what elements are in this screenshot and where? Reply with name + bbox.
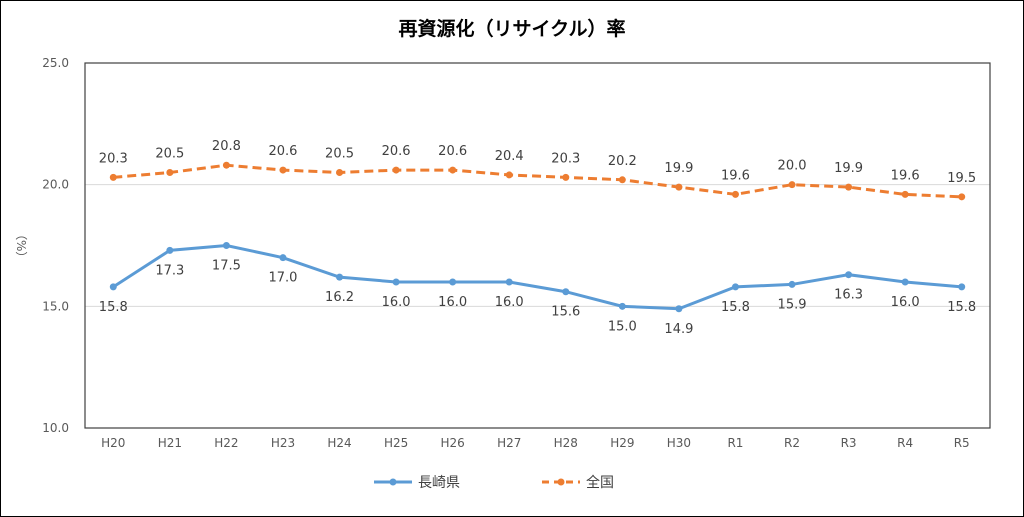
y-tick-label: 10.0 bbox=[42, 421, 69, 435]
data-point bbox=[901, 190, 909, 198]
legend-item: 長崎県 bbox=[372, 472, 460, 492]
data-label: 15.8 bbox=[947, 300, 976, 315]
x-tick-label: H27 bbox=[497, 436, 521, 450]
y-axis-label: （%） bbox=[14, 228, 28, 264]
x-tick-label: R5 bbox=[954, 436, 970, 450]
data-point bbox=[958, 193, 966, 201]
legend-item: 全国 bbox=[540, 472, 614, 492]
x-tick-label: H30 bbox=[667, 436, 691, 450]
data-label: 16.0 bbox=[495, 295, 524, 310]
data-label: 20.6 bbox=[382, 144, 411, 159]
data-point bbox=[562, 173, 570, 181]
data-label: 17.3 bbox=[155, 263, 184, 278]
data-label: 15.8 bbox=[99, 300, 128, 315]
data-label: 16.0 bbox=[382, 295, 411, 310]
data-point bbox=[336, 273, 344, 281]
data-label: 20.2 bbox=[608, 154, 637, 169]
data-point bbox=[505, 171, 513, 179]
data-point bbox=[788, 181, 796, 189]
data-point bbox=[279, 254, 287, 262]
plot-area bbox=[84, 62, 991, 429]
data-point bbox=[166, 169, 174, 176]
data-label: 20.0 bbox=[778, 159, 807, 174]
data-point bbox=[222, 242, 230, 249]
legend-label: 全国 bbox=[586, 475, 614, 491]
data-point bbox=[392, 166, 400, 174]
data-label: 15.0 bbox=[608, 319, 637, 334]
data-point bbox=[675, 305, 683, 313]
data-point bbox=[562, 288, 570, 296]
series-line-0 bbox=[112, 243, 962, 311]
data-label: 20.8 bbox=[212, 139, 241, 154]
data-label: 20.6 bbox=[268, 144, 297, 159]
data-label: 19.6 bbox=[721, 168, 750, 183]
data-label: 19.9 bbox=[834, 161, 863, 176]
series-line-1 bbox=[113, 163, 962, 199]
data-label: 15.9 bbox=[778, 297, 807, 312]
data-point bbox=[392, 278, 400, 286]
data-label: 19.5 bbox=[947, 171, 976, 186]
x-tick-label: H25 bbox=[384, 436, 408, 450]
legend-marker bbox=[542, 478, 580, 486]
data-label: 19.9 bbox=[664, 161, 693, 176]
x-tick-label: H26 bbox=[441, 436, 465, 450]
data-point bbox=[901, 278, 909, 286]
data-label: 16.2 bbox=[325, 290, 354, 305]
data-point bbox=[222, 161, 230, 169]
data-label: 20.3 bbox=[99, 151, 128, 166]
data-point bbox=[675, 183, 683, 191]
data-point bbox=[618, 176, 626, 184]
data-label: 14.9 bbox=[664, 322, 693, 337]
legend-label: 長崎県 bbox=[418, 475, 460, 491]
data-point bbox=[449, 166, 457, 174]
data-label: 20.5 bbox=[155, 147, 184, 162]
data-point bbox=[279, 166, 287, 174]
y-tick-label: 25.0 bbox=[42, 56, 69, 70]
data-label: 16.0 bbox=[438, 295, 467, 310]
data-label: 15.8 bbox=[721, 300, 750, 315]
x-tick-label: H29 bbox=[610, 436, 634, 450]
data-point bbox=[618, 302, 626, 310]
data-point bbox=[109, 173, 117, 181]
data-label: 20.4 bbox=[495, 149, 524, 164]
data-label: 20.5 bbox=[325, 147, 354, 162]
y-tick-label: 15.0 bbox=[42, 299, 69, 313]
y-tick-label: 20.0 bbox=[42, 178, 69, 192]
data-point bbox=[166, 246, 174, 254]
data-label: 17.0 bbox=[268, 271, 297, 286]
x-tick-label: H21 bbox=[158, 436, 182, 450]
x-tick-label: H28 bbox=[554, 436, 578, 450]
data-label: 20.3 bbox=[551, 151, 580, 166]
data-label: 17.5 bbox=[212, 259, 241, 274]
data-point bbox=[845, 183, 853, 191]
data-label: 15.6 bbox=[551, 305, 580, 320]
data-point bbox=[731, 190, 739, 198]
data-point bbox=[449, 278, 457, 286]
x-tick-label: H23 bbox=[271, 436, 295, 450]
data-label: 16.3 bbox=[834, 288, 863, 303]
x-tick-label: R3 bbox=[841, 436, 857, 450]
data-point bbox=[505, 278, 513, 286]
x-tick-label: H22 bbox=[214, 436, 238, 450]
data-label: 20.6 bbox=[438, 144, 467, 159]
data-point bbox=[336, 169, 344, 176]
x-tick-label: H24 bbox=[327, 436, 351, 450]
data-point bbox=[845, 271, 853, 279]
data-point bbox=[958, 283, 966, 291]
x-tick-label: H20 bbox=[101, 436, 125, 450]
data-point bbox=[731, 283, 739, 291]
data-point bbox=[788, 280, 796, 288]
data-label: 16.0 bbox=[891, 295, 920, 310]
x-tick-label: R2 bbox=[784, 436, 800, 450]
legend-marker bbox=[374, 478, 412, 486]
x-tick-label: R1 bbox=[727, 436, 743, 450]
data-label: 19.6 bbox=[891, 168, 920, 183]
chart-title: 再資源化（リサイクル）率 bbox=[398, 18, 626, 40]
x-tick-label: R4 bbox=[897, 436, 913, 450]
data-point bbox=[109, 283, 117, 291]
